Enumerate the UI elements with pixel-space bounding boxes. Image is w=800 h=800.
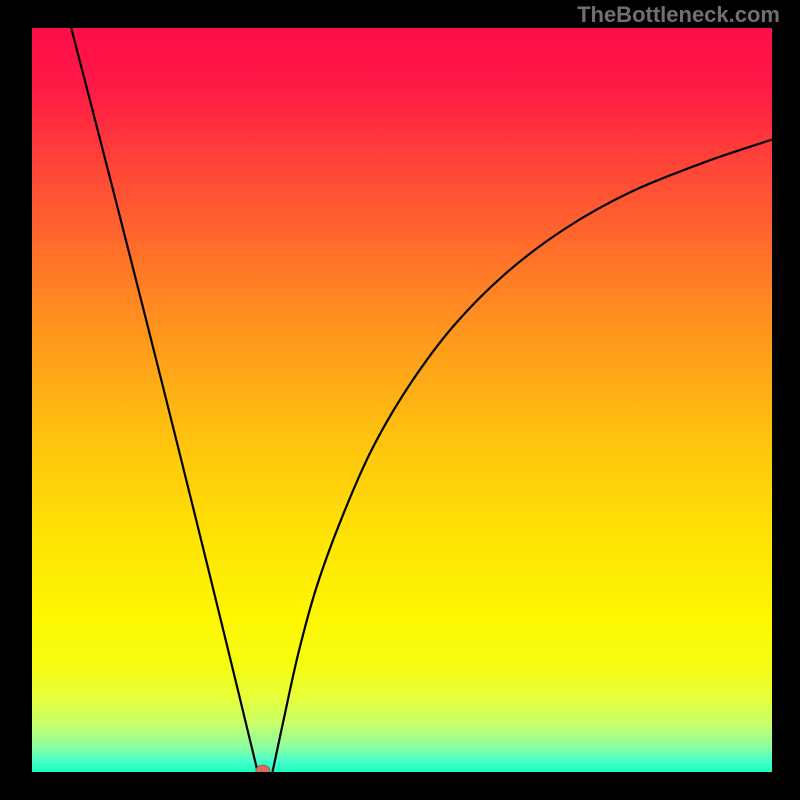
- watermark-text: TheBottleneck.com: [577, 2, 780, 28]
- gradient-background: [32, 28, 772, 772]
- bottleneck-chart: [32, 28, 772, 772]
- chart-container: TheBottleneck.com: [0, 0, 800, 800]
